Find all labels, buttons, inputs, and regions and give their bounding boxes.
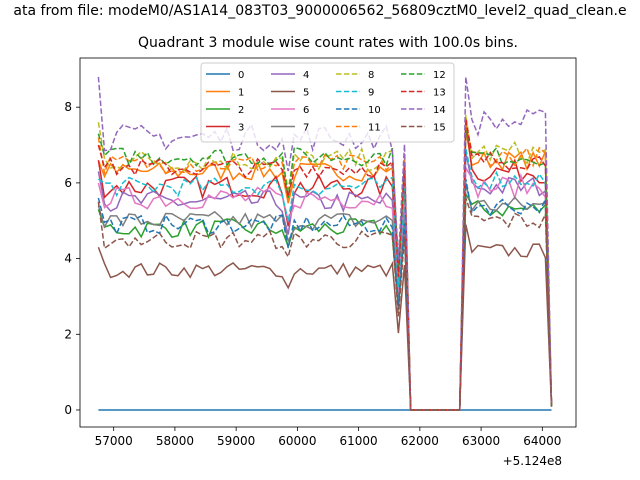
- legend-label-5: 5: [303, 88, 309, 99]
- y-tick-label: 8: [64, 100, 72, 114]
- series-line-3: [97, 122, 553, 411]
- series-line-5: [97, 224, 553, 411]
- series-line-8: [97, 114, 553, 411]
- series-line-1: [97, 129, 553, 411]
- legend-label-9: 9: [368, 88, 374, 99]
- legend-label-7: 7: [303, 123, 309, 134]
- x-tick-label: 64000: [523, 434, 561, 448]
- axes-frame: [79, 57, 577, 428]
- series-line-9: [97, 148, 553, 411]
- legend-label-14: 14: [433, 105, 446, 116]
- series-line-11: [97, 122, 553, 411]
- series-line-7: [97, 182, 553, 411]
- chart-title: Quadrant 3 module wise count rates with …: [138, 35, 518, 51]
- series-line-10: [97, 178, 553, 411]
- x-tick-label: 62000: [401, 434, 439, 448]
- x-tick-label: 63000: [462, 434, 500, 448]
- legend-box: [200, 62, 455, 143]
- y-tick-label: 0: [64, 403, 72, 417]
- legend-label-12: 12: [433, 70, 446, 81]
- legend-label-0: 0: [238, 70, 244, 81]
- x-tick-label: 57000: [95, 434, 133, 448]
- series-line-13: [97, 118, 553, 411]
- legend-label-2: 2: [238, 105, 244, 116]
- x-axis-offset-label: +5.124e8: [503, 454, 562, 468]
- series-line-6: [97, 165, 553, 411]
- legend-label-11: 11: [368, 123, 381, 134]
- x-tick-label: 58000: [156, 434, 194, 448]
- y-tick-label: 6: [64, 176, 72, 190]
- figure-suptitle: ata from file: modeM0/AS1A14_083T03_9000…: [13, 3, 627, 19]
- y-tick-label: 4: [64, 252, 72, 266]
- legend-label-4: 4: [303, 70, 309, 81]
- y-axis: 0 2 4 6 8: [64, 100, 80, 417]
- legend-label-1: 1: [238, 88, 244, 99]
- series-line-2: [97, 191, 553, 411]
- x-tick-label: 60000: [278, 434, 316, 448]
- series-line-15: [97, 197, 553, 411]
- x-tick-label: 61000: [340, 434, 378, 448]
- series-line-12: [97, 129, 553, 411]
- series-line-4: [97, 152, 553, 411]
- legend-label-13: 13: [433, 88, 446, 99]
- legend-label-15: 15: [433, 123, 446, 134]
- y-tick-label: 2: [64, 327, 72, 341]
- series-lines: [97, 76, 553, 411]
- legend-label-8: 8: [368, 70, 374, 81]
- x-tick-label: 59000: [217, 434, 255, 448]
- legend-label-6: 6: [303, 105, 309, 116]
- x-axis: 57000 58000 59000 60000 61000 62000 63000 64000: [95, 427, 561, 448]
- legend-label-3: 3: [238, 123, 244, 134]
- legend-label-10: 10: [368, 105, 381, 116]
